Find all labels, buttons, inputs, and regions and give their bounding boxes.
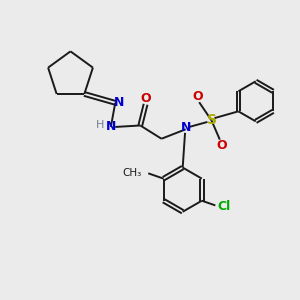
Text: O: O — [192, 90, 203, 103]
Text: N: N — [114, 96, 124, 109]
Text: CH₃: CH₃ — [122, 168, 142, 178]
Text: N: N — [180, 121, 191, 134]
Text: N: N — [106, 121, 116, 134]
Text: O: O — [216, 139, 226, 152]
Text: Cl: Cl — [218, 200, 231, 212]
Text: H: H — [95, 121, 104, 130]
Text: S: S — [206, 113, 217, 128]
Text: O: O — [140, 92, 151, 106]
